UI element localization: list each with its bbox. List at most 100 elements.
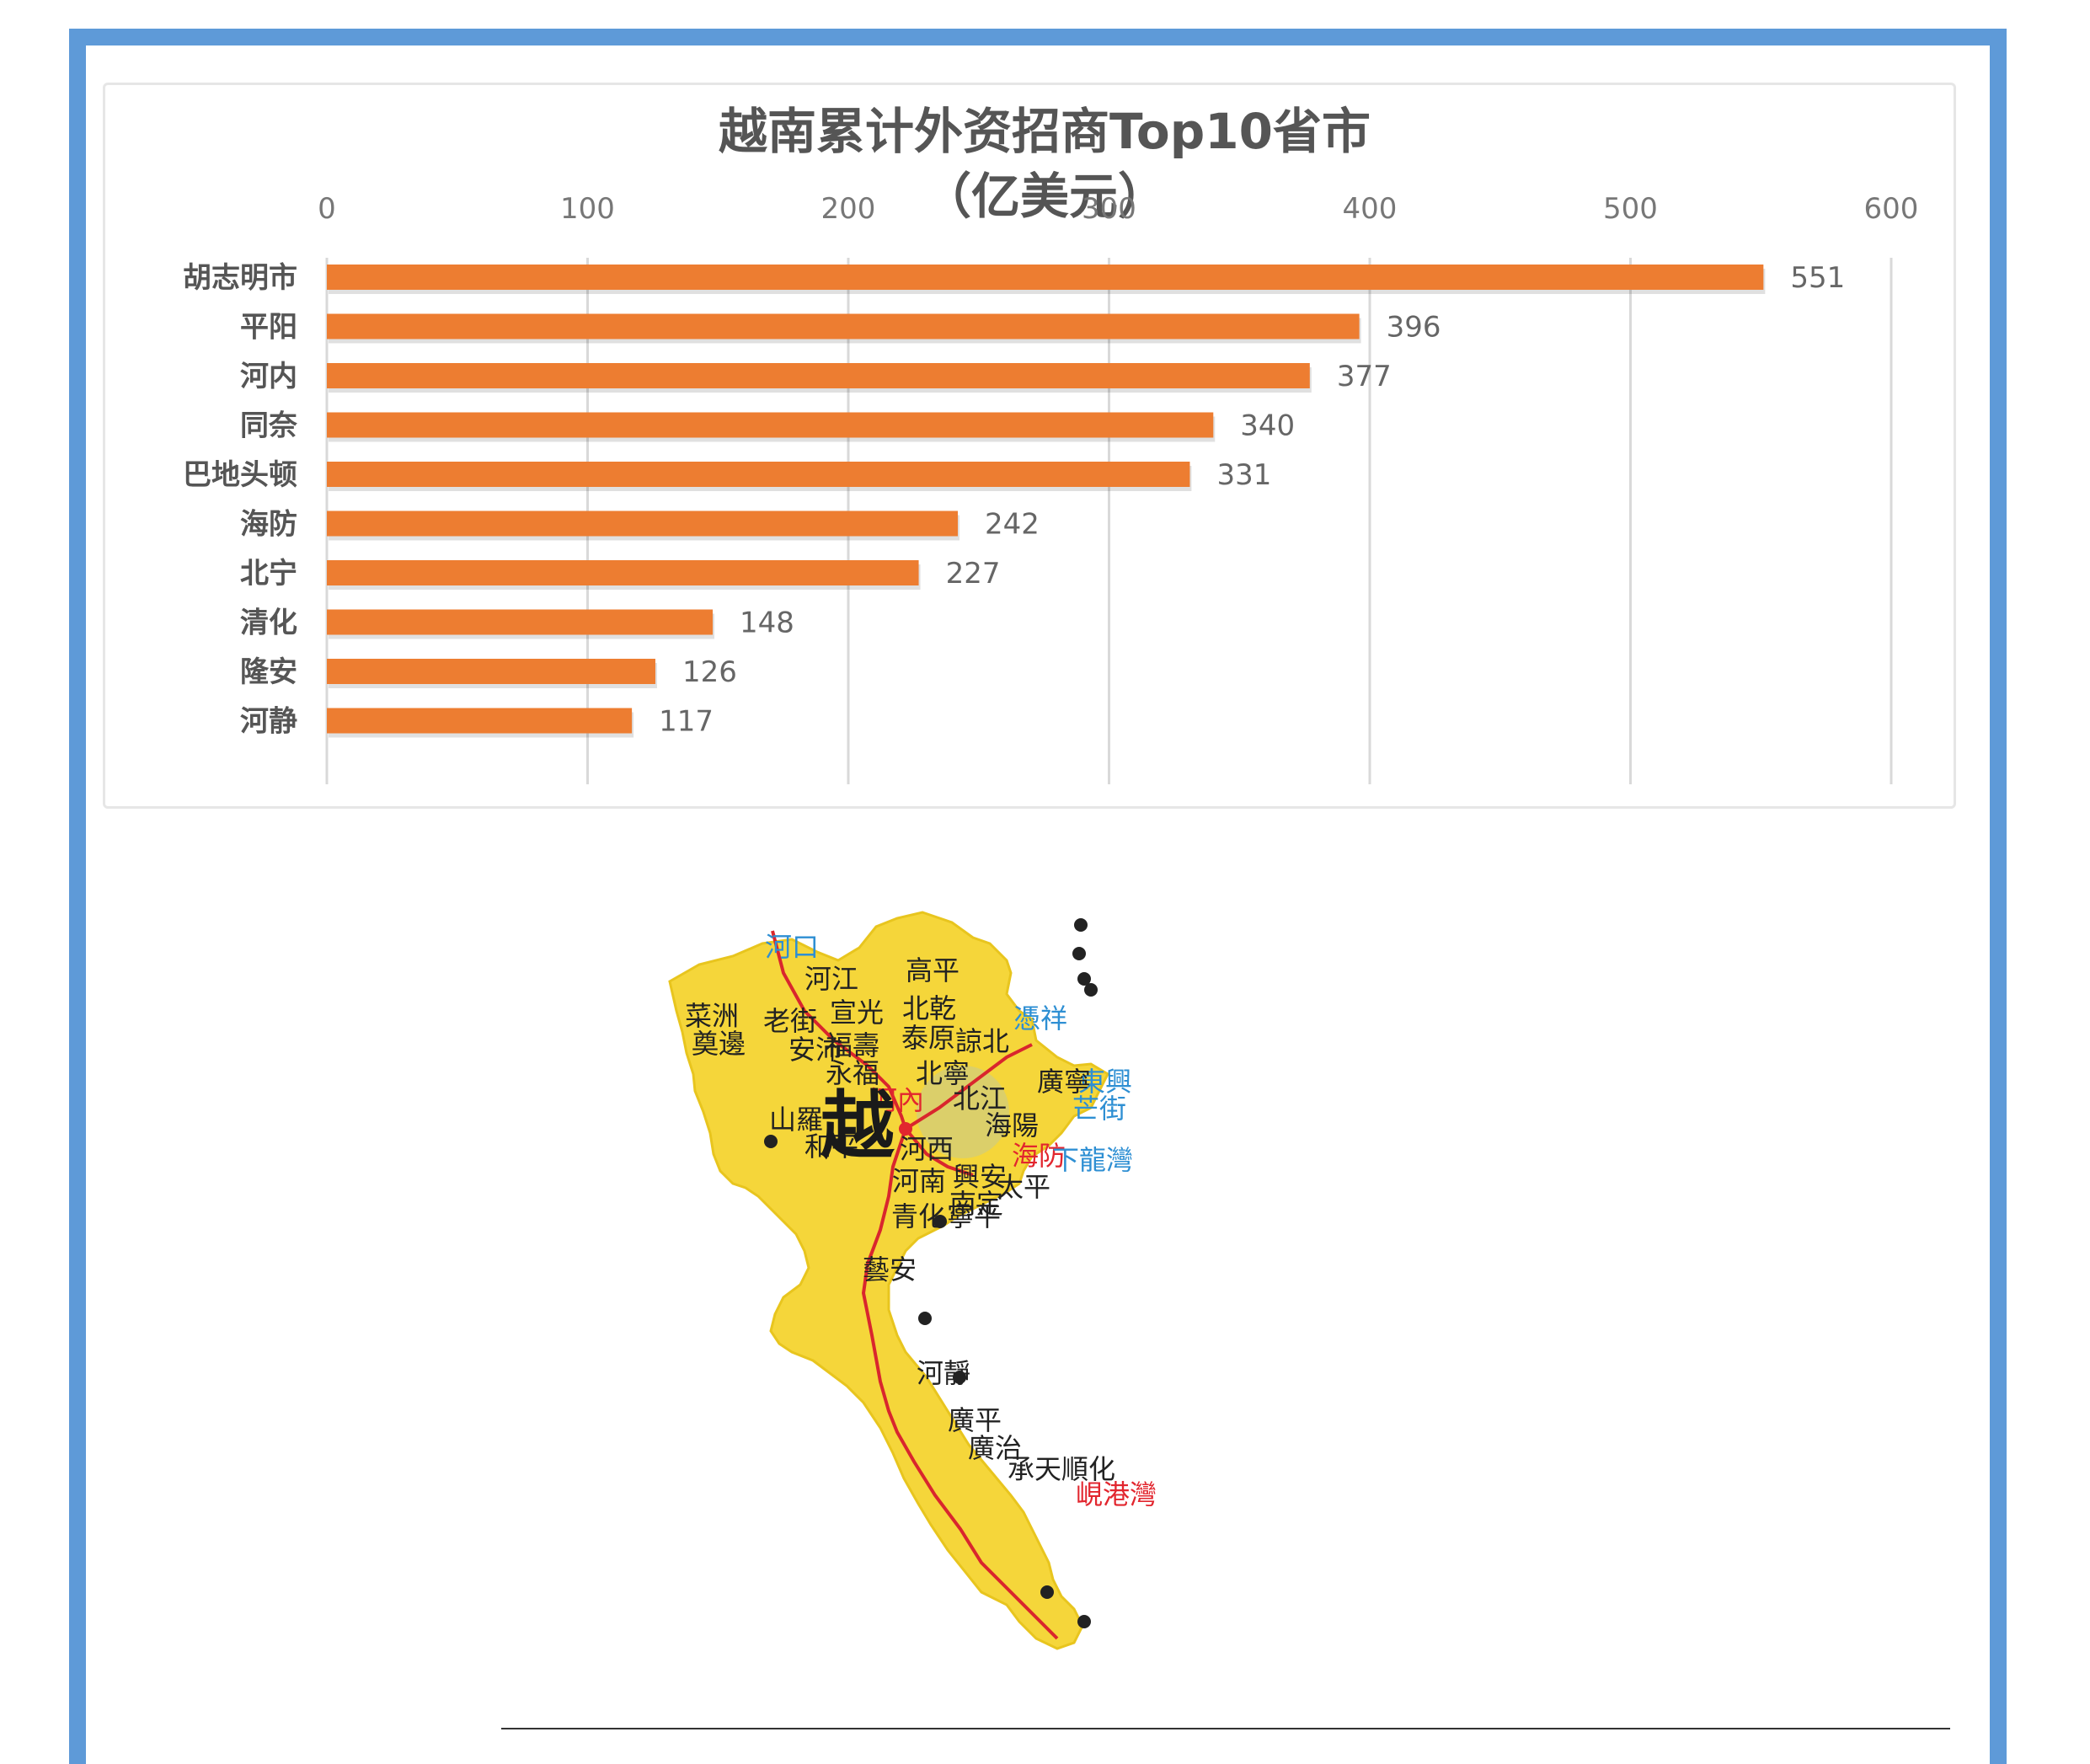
map-label: 芒街 xyxy=(1072,1093,1126,1125)
map-label: 老街 xyxy=(763,1005,817,1037)
map-label: 憑祥 xyxy=(1013,1002,1067,1034)
category-label: 河静 xyxy=(240,705,297,739)
x-tick-label: 200 xyxy=(821,192,876,226)
x-tick-label: 400 xyxy=(1343,192,1398,226)
category-label: 平阳 xyxy=(240,311,297,345)
map-label: 宣光 xyxy=(830,997,884,1029)
city-dot xyxy=(1077,1615,1091,1628)
map-label: 青化 xyxy=(891,1200,945,1232)
data-label: 126 xyxy=(682,655,737,689)
category-label: 隆安 xyxy=(240,655,297,689)
category-label: 清化 xyxy=(240,607,297,640)
map-label: 海陽 xyxy=(985,1109,1039,1141)
map-label: 福壽 xyxy=(826,1029,879,1061)
map-label: 北寧 xyxy=(916,1057,970,1089)
category-label: 同奈 xyxy=(240,409,297,443)
map-label: 河靜 xyxy=(917,1357,970,1389)
chart-title-line1: 越南累计外资招商Top10省市 xyxy=(719,103,1371,160)
bar xyxy=(327,708,633,734)
bar xyxy=(327,313,1360,339)
map-label: 泰原 xyxy=(901,1022,955,1054)
city-dot xyxy=(764,1135,778,1148)
map-label: 和平 xyxy=(804,1131,858,1163)
x-tick-label: 300 xyxy=(1082,192,1136,226)
bar xyxy=(327,363,1310,388)
category-label: 胡志明市 xyxy=(183,261,297,295)
data-label: 331 xyxy=(1216,458,1271,492)
chart-title-line2: （亿美元） xyxy=(922,168,1167,225)
bar xyxy=(327,659,655,684)
map-label: 河西 xyxy=(900,1133,954,1165)
bar xyxy=(327,560,919,585)
bar xyxy=(327,510,958,537)
category-label: 北宁 xyxy=(240,557,297,591)
map-label: 高平 xyxy=(906,954,959,986)
city-dot xyxy=(933,1215,947,1228)
map-label: 山羅 xyxy=(769,1104,823,1136)
data-label: 242 xyxy=(985,508,1040,542)
data-label: 340 xyxy=(1240,409,1295,443)
chart-bars xyxy=(327,265,1766,738)
x-tick-label: 500 xyxy=(1603,192,1658,226)
map-label: 承天順化 xyxy=(1008,1453,1115,1485)
category-label: 海防 xyxy=(240,508,297,542)
map-label: 永福 xyxy=(826,1057,879,1089)
city-dot xyxy=(918,1312,932,1325)
category-label: 河内 xyxy=(240,360,297,393)
data-label: 148 xyxy=(740,607,794,640)
map-label: 藝安 xyxy=(863,1254,917,1286)
x-tick-label: 600 xyxy=(1864,192,1919,226)
data-label: 551 xyxy=(1790,261,1845,295)
map-label: 廣寧 xyxy=(1037,1066,1091,1098)
map-label: 諒北 xyxy=(955,1025,1009,1057)
map-label: 河江 xyxy=(804,963,858,995)
rail-route xyxy=(771,930,1059,1640)
bar xyxy=(327,462,1190,487)
data-label: 396 xyxy=(1387,311,1441,345)
map-label: 奠邊 xyxy=(692,1028,746,1060)
city-dot xyxy=(953,1371,966,1384)
bac-giang-highlight xyxy=(917,1066,1009,1158)
bar xyxy=(327,412,1214,438)
rail-branch-haiphong xyxy=(904,1127,974,1177)
map-city-dots xyxy=(764,918,1098,1628)
city-dot xyxy=(1084,983,1098,997)
vietnam-map-panel: 河口 河江 高平菜洲 老街 宣光 北乾 憑祥奠邊 安沛 福壽 泰原 諒北東興 永福 北寧 北江 廣寧 芒街 山羅… xyxy=(636,838,1470,1697)
city-dot xyxy=(1077,972,1091,986)
city-dot xyxy=(899,1122,912,1136)
bar-chart-panel: 越南累计外资招商Top10省市 （亿美元） 0 100 200 300 400 500 60… xyxy=(103,83,1956,809)
rail-branch-east xyxy=(904,1043,1033,1131)
data-label: 117 xyxy=(659,705,714,739)
map-label: 峴港灣 xyxy=(1076,1478,1157,1510)
map-label: 太平 xyxy=(997,1171,1050,1203)
map-label: 廣治 xyxy=(968,1432,1022,1464)
data-label: 227 xyxy=(946,557,1001,591)
map-label: 河內 xyxy=(870,1084,924,1116)
city-dot xyxy=(1040,1585,1054,1599)
map-label: 廣平 xyxy=(948,1404,1002,1436)
bar-chart: 越南累计外资招商Top10省市 （亿美元） 0 100 200 300 400 500 60… xyxy=(183,103,1919,784)
map-label: 安沛 xyxy=(788,1034,842,1066)
map-label: 北乾 xyxy=(902,992,956,1024)
footer-rule xyxy=(501,1728,1950,1729)
map-label: 東興 xyxy=(1078,1066,1132,1098)
city-dot xyxy=(1072,947,1086,960)
x-tick-label: 100 xyxy=(560,192,615,226)
map-label: 河口 xyxy=(765,931,819,963)
map-label: 菜洲 xyxy=(685,1000,739,1032)
city-dot xyxy=(1074,918,1088,932)
category-label: 巴地头顿 xyxy=(183,458,297,492)
map-label: 海防 xyxy=(1012,1140,1066,1172)
map-label: 下龍灣 xyxy=(1052,1144,1133,1176)
map-label: 南定 xyxy=(949,1188,1003,1220)
map-label: 河南 xyxy=(892,1165,946,1197)
bar xyxy=(327,265,1764,290)
map-label: 越 xyxy=(820,1082,895,1169)
map-label: 寧平 xyxy=(947,1200,1001,1232)
data-label: 377 xyxy=(1337,360,1392,393)
map-label: 興安 xyxy=(953,1161,1007,1193)
map-label: 北江 xyxy=(953,1082,1007,1115)
